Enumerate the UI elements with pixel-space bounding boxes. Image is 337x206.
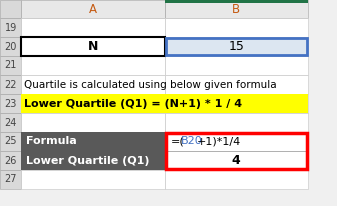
Text: Formula: Formula [26,137,77,146]
Bar [164,170,308,189]
Bar [21,56,164,75]
Text: +1)*1/4: +1)*1/4 [196,137,241,146]
Text: 21: 21 [4,61,17,70]
Bar [21,75,164,94]
Bar [164,113,308,132]
Bar [164,0,308,2]
Bar [0,94,21,113]
Text: B20: B20 [181,137,203,146]
Bar [21,18,164,37]
Text: 26: 26 [4,156,17,165]
Bar [21,113,164,132]
Text: A: A [89,2,97,15]
Bar [0,170,21,189]
Text: 4: 4 [232,154,241,167]
Bar [0,113,21,132]
Bar [165,133,307,169]
Bar [21,0,164,18]
Bar [164,56,308,75]
Bar [21,94,308,113]
Bar [164,132,308,151]
Bar [0,0,21,18]
Bar [164,170,308,189]
Text: =(: =( [170,137,184,146]
Bar [164,75,308,94]
Bar [164,75,308,94]
Text: 19: 19 [4,22,17,33]
Bar [0,37,21,56]
Bar [21,37,164,56]
Bar [164,94,308,113]
Bar [164,18,308,37]
Bar [0,132,21,151]
Bar [21,75,164,94]
Bar [165,38,307,55]
Bar [0,75,21,94]
Bar [21,0,164,18]
Bar [0,94,21,113]
Bar [0,18,21,37]
Bar [21,151,164,170]
Bar [21,151,164,170]
Bar [21,132,164,151]
Bar [164,18,308,37]
Bar [164,37,308,56]
Text: 20: 20 [4,41,17,52]
Bar [164,0,308,18]
Text: Lower Quartile (Q1) = (N+1) * 1 / 4: Lower Quartile (Q1) = (N+1) * 1 / 4 [24,98,242,109]
Bar [0,56,21,75]
Bar [164,132,308,151]
Bar [0,56,21,75]
Text: 25: 25 [4,137,17,146]
Text: 22: 22 [4,80,17,89]
Bar [165,38,307,55]
Bar [0,75,21,94]
Bar [0,132,21,151]
Bar [21,94,164,113]
Bar [21,37,164,56]
Bar [0,0,21,18]
Bar [164,151,308,170]
Bar [21,113,164,132]
Bar [21,151,164,170]
Bar [0,37,21,56]
Text: Quartile is calculated using below given formula: Quartile is calculated using below given… [24,80,277,89]
Text: 23: 23 [4,98,17,109]
Bar [164,151,308,170]
Bar [0,151,21,170]
Bar [0,151,21,170]
Bar [164,37,308,56]
Bar [21,94,164,113]
Bar [164,0,308,18]
Bar [21,56,164,75]
Bar [21,170,164,189]
Bar [21,170,164,189]
Text: B: B [232,2,240,15]
Bar [164,113,308,132]
Text: 15: 15 [228,40,244,53]
Bar [0,113,21,132]
Bar [21,132,164,151]
Bar [0,170,21,189]
Bar [21,18,164,37]
Text: 27: 27 [4,174,17,185]
Bar [21,132,164,151]
Text: Lower Quartile (Q1): Lower Quartile (Q1) [26,156,150,165]
Text: N: N [88,40,98,53]
Bar [0,18,21,37]
Bar [21,37,164,56]
Bar [164,56,308,75]
Text: 24: 24 [4,117,17,128]
Bar [164,94,308,113]
